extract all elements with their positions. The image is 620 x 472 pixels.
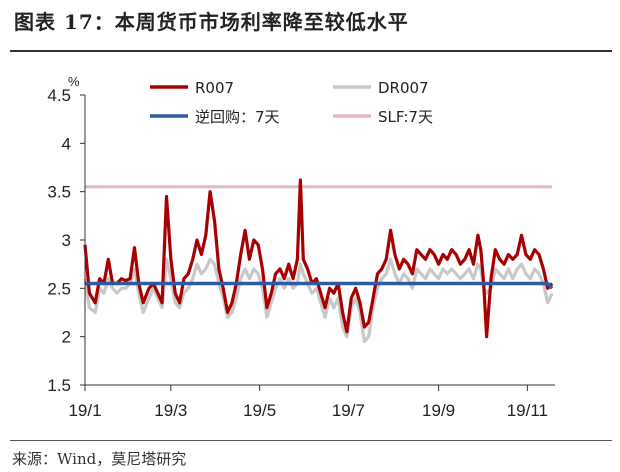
y-tick-label-6: 4.5 — [47, 86, 71, 105]
legend-label-0: R007 — [195, 79, 234, 97]
top-rule — [10, 50, 612, 52]
legend-label-1: DR007 — [378, 79, 429, 97]
series-line-0 — [83, 178, 554, 339]
series-line-1 — [83, 257, 554, 344]
line-chart: 1.5 2 2.5 3 3.5 4 4.5% 19/1 19/3 19/5 19/7 19/9 19/1… — [47, 74, 555, 420]
legend-label-3: SLF:7天 — [378, 108, 433, 126]
y-axis-unit: % — [68, 74, 80, 89]
axes-layer: 1.5 2 2.5 3 3.5 4 4.5% 19/1 19/3 19/5 19/7 19/9 19/1… — [47, 74, 555, 420]
series-layer — [83, 178, 554, 344]
x-tick-label-4: 19/9 — [422, 401, 455, 420]
y-tick-label-0: 1.5 — [47, 376, 71, 395]
legend: R007 DR007 逆回购：7天 SLF:7天 — [150, 79, 433, 126]
x-tick-label-2: 19/5 — [243, 401, 276, 420]
legend-label-2: 逆回购：7天 — [195, 108, 280, 126]
chart-title: 图表 17：本周货币市场利率降至较低水平 — [14, 10, 409, 34]
y-tick-label-1: 2 — [62, 328, 71, 347]
bottom-rule — [10, 440, 612, 441]
x-tick-label-0: 19/1 — [68, 401, 101, 420]
y-tick-label-2: 2.5 — [47, 279, 71, 298]
y-tick-label-3: 3 — [62, 231, 71, 250]
y-tick-label-5: 4 — [62, 134, 71, 153]
source-note: 来源：Wind，莫尼塔研究 — [12, 450, 187, 468]
x-tick-label-5: 19/11 — [507, 401, 548, 420]
y-tick-label-4: 3.5 — [47, 183, 71, 202]
x-tick-label-1: 19/3 — [154, 401, 187, 420]
series-line-2 — [85, 281, 554, 290]
x-tick-label-3: 19/7 — [332, 401, 365, 420]
